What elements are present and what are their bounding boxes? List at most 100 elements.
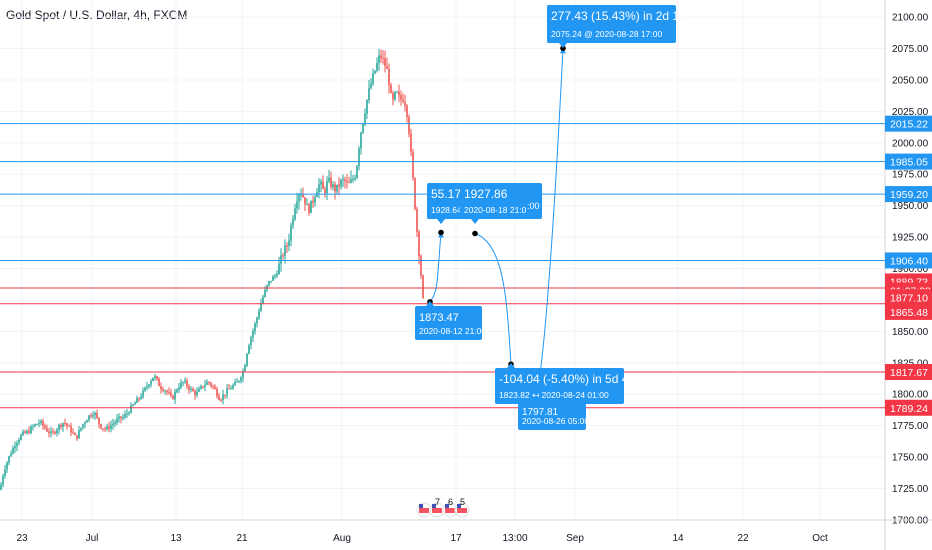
candle-body xyxy=(256,317,258,324)
candle-body xyxy=(386,66,388,70)
candle-body xyxy=(150,381,152,385)
candle-body xyxy=(316,192,318,198)
candle-body xyxy=(296,201,298,209)
candle-body xyxy=(100,424,102,429)
candle-body xyxy=(40,420,42,423)
candle-body xyxy=(52,431,54,433)
level-tag-label: 1985.05 xyxy=(890,157,928,169)
candle-body xyxy=(328,177,330,182)
projection-curve xyxy=(535,48,564,398)
candle-body xyxy=(252,330,254,338)
annotation-pointer xyxy=(532,395,540,400)
candle-body xyxy=(88,415,90,421)
candle-body xyxy=(42,420,44,426)
candle-body xyxy=(230,388,232,390)
candle-body xyxy=(120,416,122,419)
candle-body xyxy=(392,92,394,100)
candle-body xyxy=(224,394,226,396)
candle-body xyxy=(264,289,266,297)
candle-body xyxy=(384,58,386,67)
annotation-main-text: -104.04 (-5.40%) in 5d 4h xyxy=(499,372,635,386)
candle-body xyxy=(54,431,56,434)
candle-body xyxy=(282,255,284,257)
y-tick-label: 2000.00 xyxy=(892,138,929,149)
candle-body xyxy=(172,395,174,400)
x-tick-label: 14 xyxy=(672,533,684,544)
x-tick-label: Jul xyxy=(86,533,99,544)
candle-body xyxy=(86,420,88,423)
candle-body xyxy=(196,391,198,396)
annotation-sub-text: 2020-08-12 21:00 xyxy=(419,326,486,336)
x-tick-label: 23 xyxy=(16,533,28,544)
y-tick-label: 1825.00 xyxy=(892,358,929,369)
candle-body xyxy=(368,88,370,100)
candle-body xyxy=(110,425,112,429)
candle-body xyxy=(416,208,418,232)
candle-body xyxy=(164,390,166,392)
y-tick-label: 2050.00 xyxy=(892,75,929,86)
candle-body xyxy=(14,446,16,448)
candle-body xyxy=(134,402,136,405)
candle-body xyxy=(132,404,134,406)
flag-canton xyxy=(445,504,449,508)
level-tag-label: 2015.22 xyxy=(890,119,928,131)
candle-body xyxy=(226,388,228,395)
y-tick-label: 2025.00 xyxy=(892,107,929,118)
candle-body xyxy=(396,91,398,93)
candle-body xyxy=(232,385,234,389)
candle-body xyxy=(98,417,100,425)
y-tick-label: 1925.00 xyxy=(892,233,929,244)
annotation-box: 277.43 (15.43%) in 2d 12h 2075.24 @ 2020-… xyxy=(547,5,692,48)
candle-body xyxy=(146,386,148,388)
candle-body xyxy=(262,296,264,304)
candle-body xyxy=(360,132,362,149)
candle-body xyxy=(422,275,424,299)
candle-body xyxy=(12,447,14,454)
x-tick-label: 13:00 xyxy=(502,533,527,544)
candle-body xyxy=(326,181,328,194)
projection-point xyxy=(472,230,478,237)
candle-body xyxy=(174,391,176,400)
candle-body xyxy=(8,456,10,463)
candle-body xyxy=(30,426,32,434)
candle-body xyxy=(380,55,382,58)
candle-body xyxy=(46,428,48,432)
candle-body xyxy=(76,435,78,439)
annotation-bg xyxy=(460,183,542,219)
candle-body xyxy=(348,182,350,184)
candle-body xyxy=(166,390,168,392)
candle-body xyxy=(236,381,238,383)
candle-body xyxy=(178,387,180,390)
candle-body xyxy=(388,69,390,86)
candle-body xyxy=(304,197,306,205)
annotation-main-text: 55.17 xyxy=(431,187,461,201)
annotation-pointer xyxy=(426,301,434,306)
candle-body xyxy=(246,353,248,366)
candle-body xyxy=(298,194,300,202)
candle-body xyxy=(104,428,106,430)
y-tick-label: 1950.00 xyxy=(892,201,929,212)
candle-body xyxy=(378,55,380,64)
candle-body xyxy=(180,382,182,388)
candle-body xyxy=(276,274,278,276)
annotation-sub-text: 2075.24 @ 2020-08-28 17:00 xyxy=(551,29,662,39)
candle-body xyxy=(294,208,296,219)
y-tick-label: 1750.00 xyxy=(892,453,929,464)
candle-body xyxy=(410,133,412,152)
candle-body xyxy=(6,462,8,470)
candle-body xyxy=(324,189,326,194)
candle-body xyxy=(374,70,376,74)
candle-body xyxy=(118,416,120,419)
y-tick-label: 1850.00 xyxy=(892,327,929,338)
candle-body xyxy=(372,73,374,84)
flag-canton xyxy=(432,504,436,508)
flag-stripe xyxy=(419,508,429,513)
candle-body xyxy=(220,399,222,401)
level-tag xyxy=(885,153,932,170)
annotation-sub-text: 1823.82 ↤ 2020-08-24 01:00 xyxy=(499,390,609,400)
candle-body xyxy=(152,377,154,382)
candle-body xyxy=(370,83,372,89)
candle-body xyxy=(292,218,294,226)
annotation-pointer xyxy=(507,363,515,368)
